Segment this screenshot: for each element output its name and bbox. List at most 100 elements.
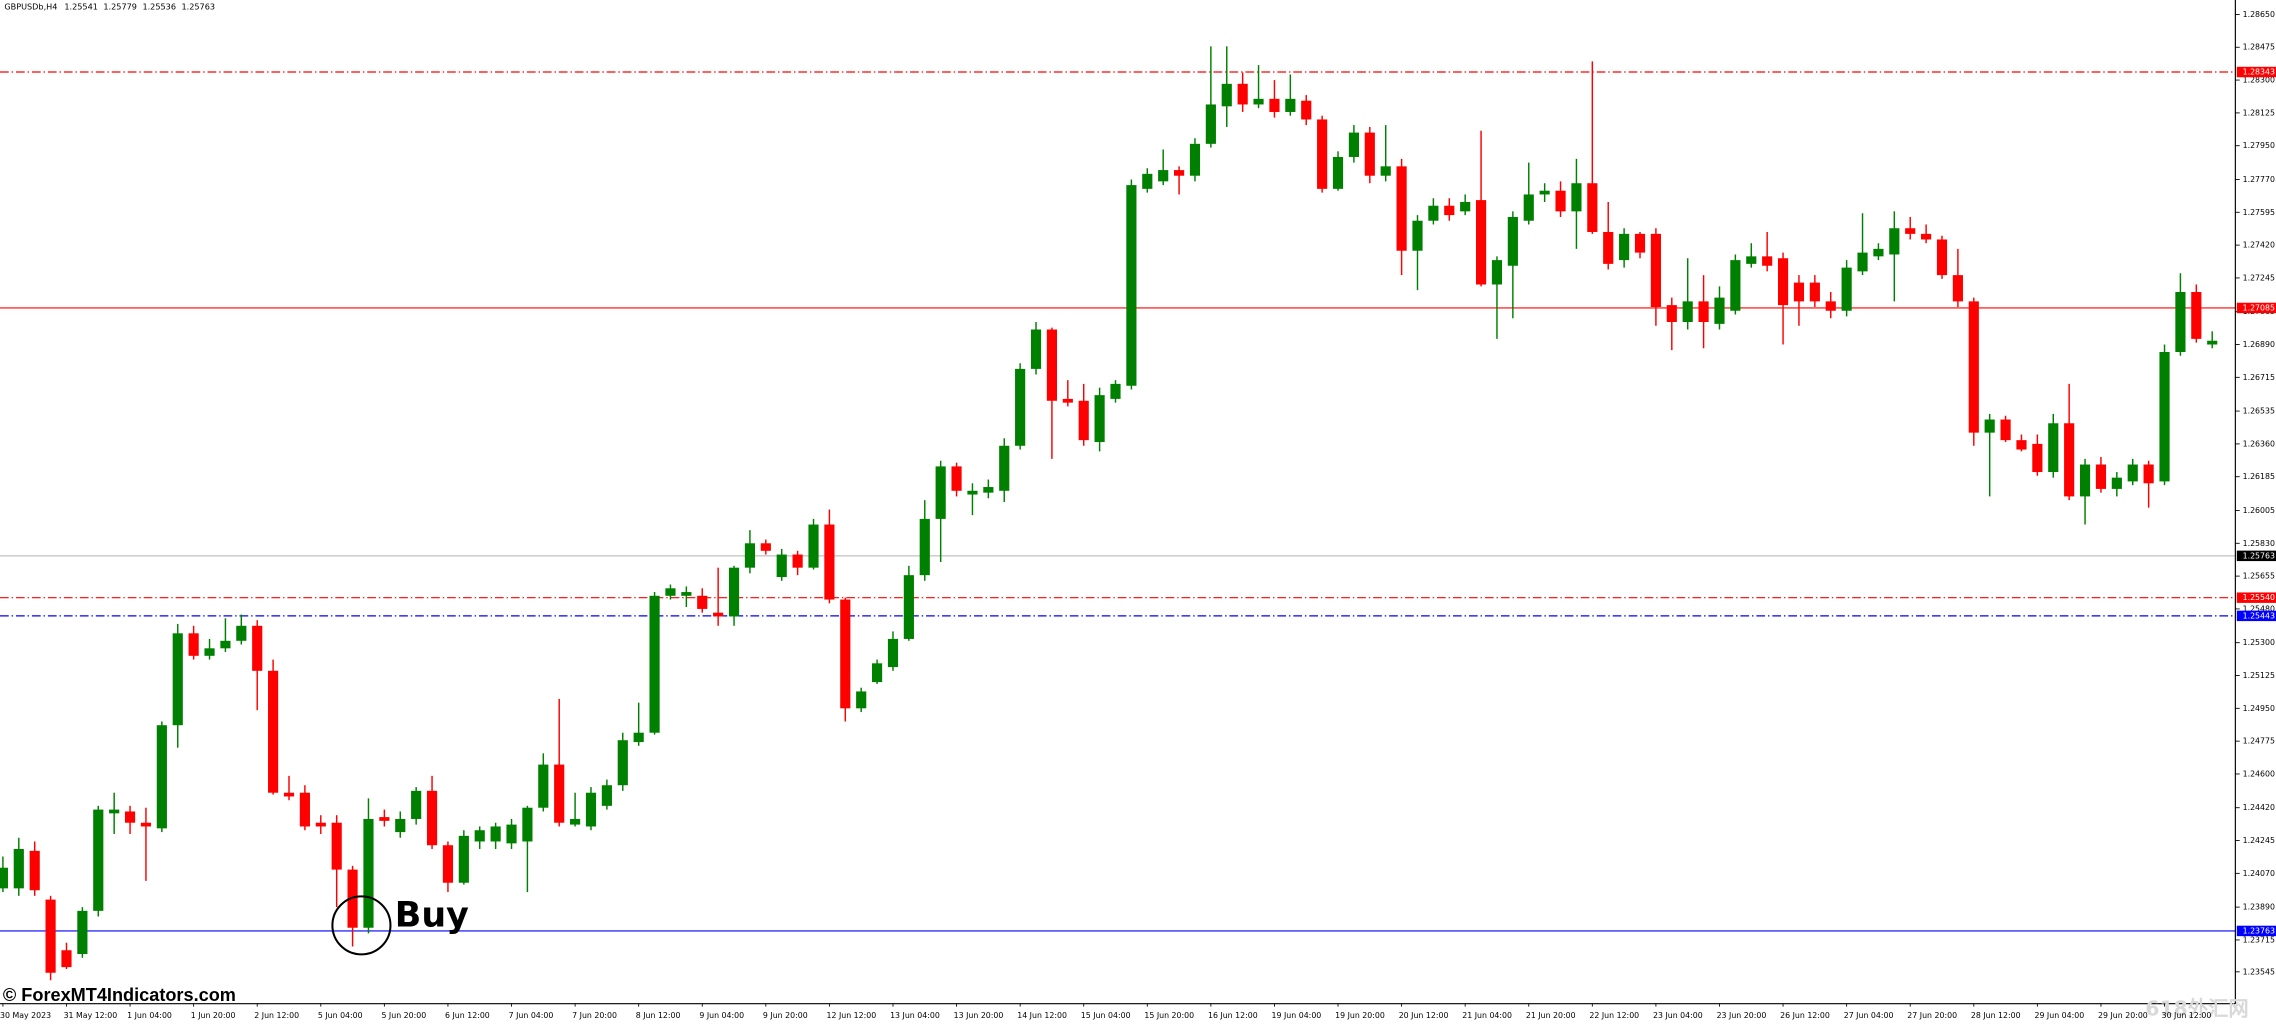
candle-body [2143,464,2154,484]
candle-body [1237,83,1248,105]
x-tick-label: 16 Jun 12:00 [1208,1011,1258,1020]
candle-body [649,595,660,733]
candle-body [1650,233,1661,307]
candle-body [1460,201,1471,212]
x-tick-label: 20 Jun 12:00 [1399,1011,1449,1020]
candle-body [1396,166,1407,251]
candle-body [1364,132,1375,176]
candle-body [1587,183,1598,232]
candle-body [1682,301,1693,322]
x-tick-label: 15 Jun 20:00 [1144,1011,1194,1020]
y-tick-label: 1.27770 [2243,175,2275,184]
x-tick-label: 13 Jun 20:00 [954,1011,1004,1020]
x-tick-label: 23 Jun 20:00 [1717,1011,1767,1020]
candle-body [1428,205,1439,221]
candle-body [808,524,819,568]
candle-body [268,670,279,793]
x-tick-label: 15 Jun 04:00 [1081,1011,1131,1020]
candle-body [887,638,899,668]
y-tick-label: 1.25300 [2243,638,2275,647]
candle-body [1221,83,1232,107]
candle-body [411,790,422,819]
candle-body [2127,464,2138,482]
symbol-header: GBPUSDb,H4 1.25541 1.25779 1.25536 1.257… [4,1,215,11]
candle-body [0,867,8,889]
y-tick-label: 1.25480 [2243,604,2275,613]
candle-body [2095,464,2107,489]
candle-body [1062,398,1073,403]
candle-body [1905,228,1916,234]
candle-body [315,822,326,827]
candle-body [1030,329,1042,369]
x-tick-label: 30 Jun 12:00 [2162,1011,2212,1020]
candle-body [204,648,215,656]
y-tick-label: 1.23545 [2243,967,2275,976]
candle-body [1714,297,1725,324]
candle-body [1317,119,1328,189]
candle-body [1189,143,1201,176]
x-tick-label: 5 Jun 04:00 [318,1011,363,1020]
y-tick-label: 1.26005 [2243,506,2275,515]
candle-body [1777,258,1789,306]
candle-body [1634,233,1646,253]
x-tick-label: 23 Jun 04:00 [1653,1011,1703,1020]
candle-body [1015,368,1026,446]
y-tick-label: 1.25655 [2243,572,2275,581]
level-label: 1.25540 [2243,593,2275,602]
candle-body [77,910,88,954]
candle-body [1078,400,1089,441]
x-tick-label: 21 Jun 04:00 [1462,1011,1512,1020]
level-label-bg [2236,302,2276,314]
candle-body [1762,256,1773,266]
candle-body [1921,233,1932,240]
x-tick-label: 7 Jun 20:00 [572,1011,617,1020]
level-label-bg [2236,610,2276,622]
x-tick-label: 1 Jun 20:00 [191,1011,236,1020]
candle-body [1841,267,1852,311]
y-tick-label: 1.27420 [2243,241,2275,250]
candle-body [474,830,485,842]
y-tick-label: 1.28125 [2243,108,2275,117]
x-tick-label: 19 Jun 04:00 [1272,1011,1322,1020]
y-tick-label: 1.27245 [2243,273,2275,282]
candle-body [1126,185,1137,386]
candle-body [1539,190,1550,195]
candle-body [172,633,183,726]
buy-circle [331,895,392,956]
candle-body [1523,194,1534,221]
y-tick-label: 1.28300 [2243,76,2275,85]
candle-body [1698,301,1709,322]
candle-body [760,543,771,551]
y-tick-label: 1.26535 [2243,407,2275,416]
candle-body [2159,352,2170,482]
symbol: GBPUSDb,H4 [4,1,57,11]
candle-body [1555,190,1566,212]
candle-body [1205,104,1216,144]
candle-body [490,826,501,842]
candle-body [1253,98,1264,105]
candle-body [331,822,342,870]
candle-body [93,809,104,911]
candle-body [140,822,152,827]
candle-body [570,818,581,825]
candle-body [188,633,199,656]
x-tick-label: 1 Jun 04:00 [127,1011,172,1020]
ohlc-open: 1.25541 [64,1,98,11]
ohlc-low: 1.25536 [142,1,176,11]
y-tick-label: 1.23715 [2243,935,2275,944]
x-tick-label: 13 Jun 04:00 [890,1011,940,1020]
candle-body [2016,440,2027,450]
candle-body [1046,329,1058,401]
x-tick-label: 29 Jun 20:00 [2098,1011,2148,1020]
y-tick-label: 1.24070 [2243,869,2275,878]
y-tick-label: 1.26185 [2243,472,2275,481]
candle-body [681,592,692,596]
candle-body [1619,233,1630,261]
buy-annotation: Buy [395,896,469,936]
candle-body [2000,419,2011,441]
candle-body [61,950,72,968]
x-tick-label: 19 Jun 20:00 [1335,1011,1385,1020]
x-tick-label: 21 Jun 20:00 [1526,1011,1576,1020]
x-tick-label: 14 Jun 12:00 [1017,1011,1067,1020]
